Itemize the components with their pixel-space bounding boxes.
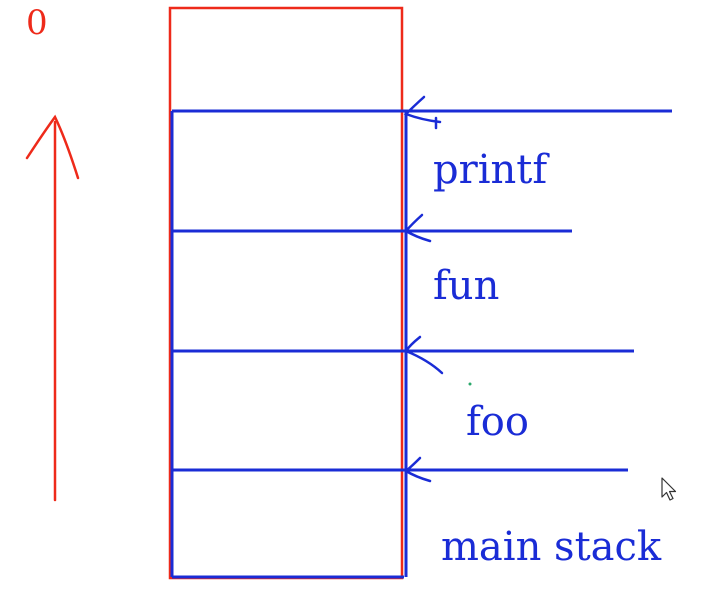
arrowhead-main	[403, 456, 432, 483]
arrowhead-fun	[404, 213, 432, 243]
stack-frames	[170, 109, 672, 579]
frame-label-fun: fun	[433, 263, 500, 309]
arrowhead-printf	[403, 95, 442, 124]
frame-label-main-stack: main stack	[441, 524, 662, 570]
stray-dot	[468, 382, 472, 386]
frame-pointer-arrowheads	[403, 95, 444, 483]
memory-region-outline	[168, 6, 404, 580]
mouse-pointer-icon	[661, 477, 677, 501]
frame-label-foo: foo	[466, 399, 529, 445]
up-arrow-icon	[25, 114, 80, 502]
arrowhead-foo	[404, 335, 444, 375]
frame-label-printf: printf	[433, 147, 548, 193]
top-address-label: 0	[26, 3, 48, 43]
